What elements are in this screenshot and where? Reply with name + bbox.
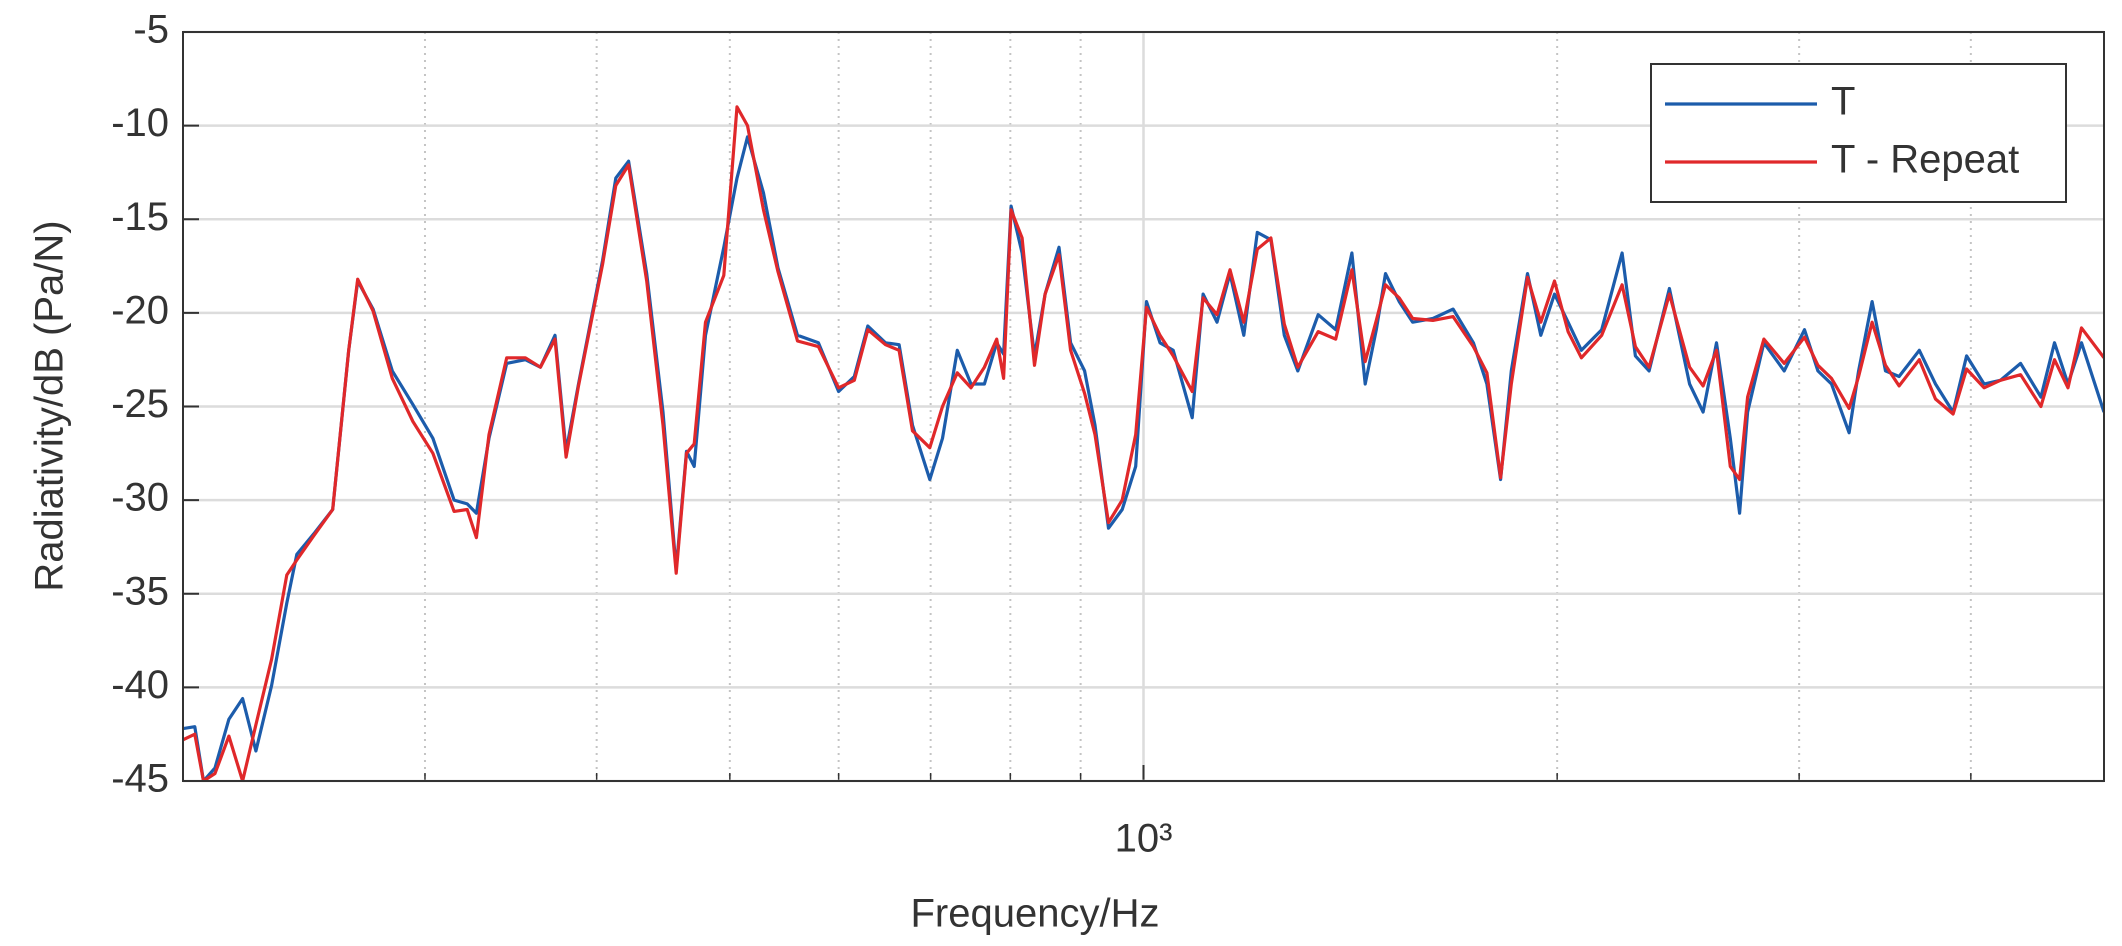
y-tick-label: -5 xyxy=(133,8,169,52)
y-tick-label: -15 xyxy=(111,195,169,239)
data-line xyxy=(183,105,2104,781)
y-tick-label: -25 xyxy=(111,382,169,426)
y-tick-label: -30 xyxy=(111,476,169,520)
legend-box xyxy=(1650,63,2067,203)
y-axis-label: Radiativity/dB (Pa/N) xyxy=(28,220,72,591)
plot-frame xyxy=(182,31,2105,782)
y-tick-label: -40 xyxy=(111,663,169,707)
legend-label: T - Repeat xyxy=(1831,138,2019,182)
y-tick-label: -10 xyxy=(111,101,169,145)
y-tick-label: -35 xyxy=(111,569,169,613)
x-axis-label: Frequency/Hz xyxy=(911,892,1160,936)
legend-label: T xyxy=(1831,80,1855,124)
x-tick-label: 10³ xyxy=(1115,817,1173,861)
lines xyxy=(183,105,2104,781)
y-tick-label: -45 xyxy=(111,757,169,801)
y-tick-label: -20 xyxy=(111,288,169,332)
